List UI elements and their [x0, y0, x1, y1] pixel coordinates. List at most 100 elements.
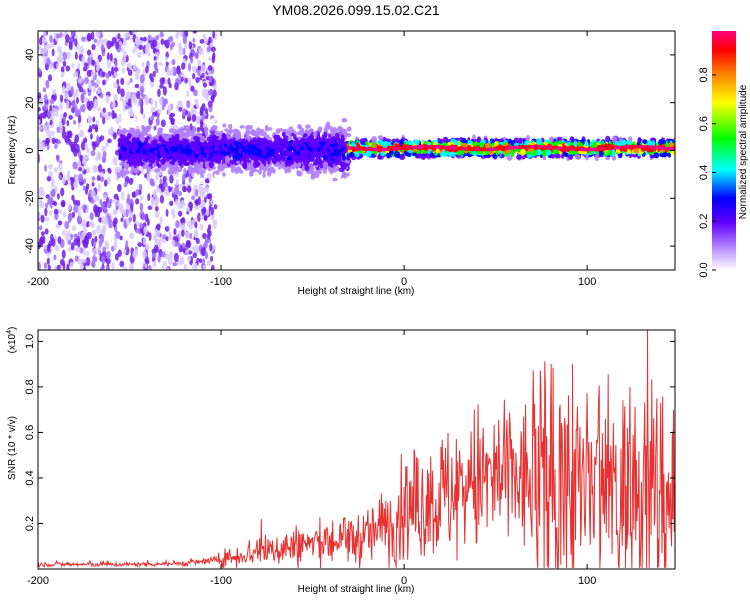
spectrogram-cell [40, 48, 45, 57]
spectrogram-cell [90, 198, 95, 204]
spectrogram-cell [330, 130, 335, 138]
spectrogram-cell [206, 260, 212, 266]
spectrogram-cell [324, 111, 329, 116]
spectrogram-cell [377, 139, 384, 146]
spectrogram-cell [179, 218, 185, 223]
spectrogram-cell [157, 88, 161, 98]
spectrogram-cell [377, 135, 384, 140]
spectrogram-cell [160, 158, 166, 165]
spectrogram-cell [68, 40, 73, 50]
spectrogram-cell [296, 169, 300, 177]
spectrogram-cell [106, 40, 112, 50]
spectrogram-cell [310, 174, 315, 180]
spectrogram-cell [38, 97, 44, 107]
spectrogram-cell [156, 113, 160, 120]
spectrogram-cell [189, 56, 194, 64]
spectrogram-cell [337, 126, 344, 131]
spectrogram-cell [320, 175, 325, 181]
spectrogram-cell [159, 216, 163, 225]
spectrogram-cell [211, 181, 218, 187]
spectrogram-cell [201, 64, 206, 73]
spectrogram-cell [464, 139, 468, 144]
spectrogram-cell [188, 157, 193, 162]
spectrogram-cell [101, 250, 107, 258]
spectrogram-cell [39, 235, 45, 245]
spectrogram-cell [316, 152, 323, 157]
spectrogram-cell [177, 173, 182, 179]
spectrogram-cell [135, 155, 139, 160]
spectrogram-cell [78, 173, 84, 183]
spectrogram-cell [165, 208, 169, 217]
spectrogram-cell [315, 114, 320, 121]
spectrogram-cell [145, 259, 150, 265]
spectrogram-cell [637, 137, 642, 144]
spectrogram-cell [93, 197, 98, 203]
spectrogram-cell [182, 248, 186, 254]
spectrogram-cell [238, 147, 242, 155]
spectrogram-cell [142, 236, 147, 246]
spectrogram-cell [158, 61, 163, 67]
spectrogram-cell [170, 208, 176, 216]
spectrogram-cell [114, 61, 118, 68]
spectrogram-cell [178, 191, 183, 197]
spectrogram-cell [146, 218, 150, 227]
spectrogram-cell [272, 168, 276, 174]
spectrogram-cell [191, 245, 195, 254]
spectrogram-cell [67, 170, 71, 178]
spectrogram-cell [166, 191, 171, 197]
spectrogram-cell [97, 183, 101, 192]
spectrogram-cell [257, 137, 262, 144]
spectrogram-cell [178, 107, 183, 112]
spectrogram-cell [514, 148, 520, 153]
spectrogram-cell [41, 141, 45, 150]
spectrogram-cell [442, 136, 449, 143]
spectrogram-marks [38, 31, 675, 270]
spectrogram-cell [259, 131, 265, 137]
spectrogram-cell [276, 157, 281, 162]
spectrogram-cell [53, 208, 59, 215]
spectrogram-cell [79, 263, 84, 270]
spectrogram-cell [65, 65, 71, 72]
spectrogram-cell [186, 90, 190, 98]
spectrogram-cell [226, 132, 230, 138]
spectrogram-cell [213, 84, 217, 91]
spectrogram-cell [170, 117, 175, 125]
spectrogram-cell [205, 107, 208, 115]
spectrogram-cell [74, 134, 80, 144]
spectrogram-cell [92, 255, 96, 264]
spectrogram-cell [97, 106, 102, 112]
spectrogram-cell [120, 88, 125, 98]
spectrogram-cell [210, 199, 215, 205]
spectrogram-cell [86, 147, 90, 154]
spectrogram-cell [136, 140, 142, 146]
spectrogram-cell [284, 169, 289, 174]
spectrogram-cell [243, 149, 247, 155]
spectrogram-cell [56, 154, 60, 163]
spectrogram-cell [144, 173, 148, 179]
spectrogram-cell [259, 145, 265, 151]
spectrogram-cell [249, 169, 254, 174]
spectrogram-cell [134, 83, 140, 89]
spectrogram-cell [87, 56, 91, 66]
spectrogram-cell [80, 141, 86, 151]
chart-title: YM08.2026.099.15.02.C21 [272, 2, 440, 18]
spectrogram-cell [43, 94, 48, 102]
spectrogram-cell [124, 176, 130, 184]
spectrogram-cell [251, 144, 256, 150]
spectrogram-cell [584, 140, 589, 147]
spectrogram-cell [49, 34, 53, 43]
spectrogram-cell [144, 137, 149, 144]
spectrogram-cell [114, 72, 119, 78]
spectrogram-cell [142, 155, 148, 163]
spectrogram-cell [157, 241, 162, 249]
spectrogram-cell [92, 142, 96, 151]
spectrogram-cell [44, 202, 49, 209]
spectrogram-cell [176, 65, 181, 72]
spectrogram-cell [152, 233, 158, 241]
spectrogram-cell [208, 139, 215, 147]
spectrogram-cell [670, 149, 675, 155]
spectrogram-cell [44, 207, 48, 217]
spectrogram-cell [329, 143, 336, 148]
spectrogram-cell [159, 178, 163, 186]
spectrogram-cell [154, 211, 160, 219]
